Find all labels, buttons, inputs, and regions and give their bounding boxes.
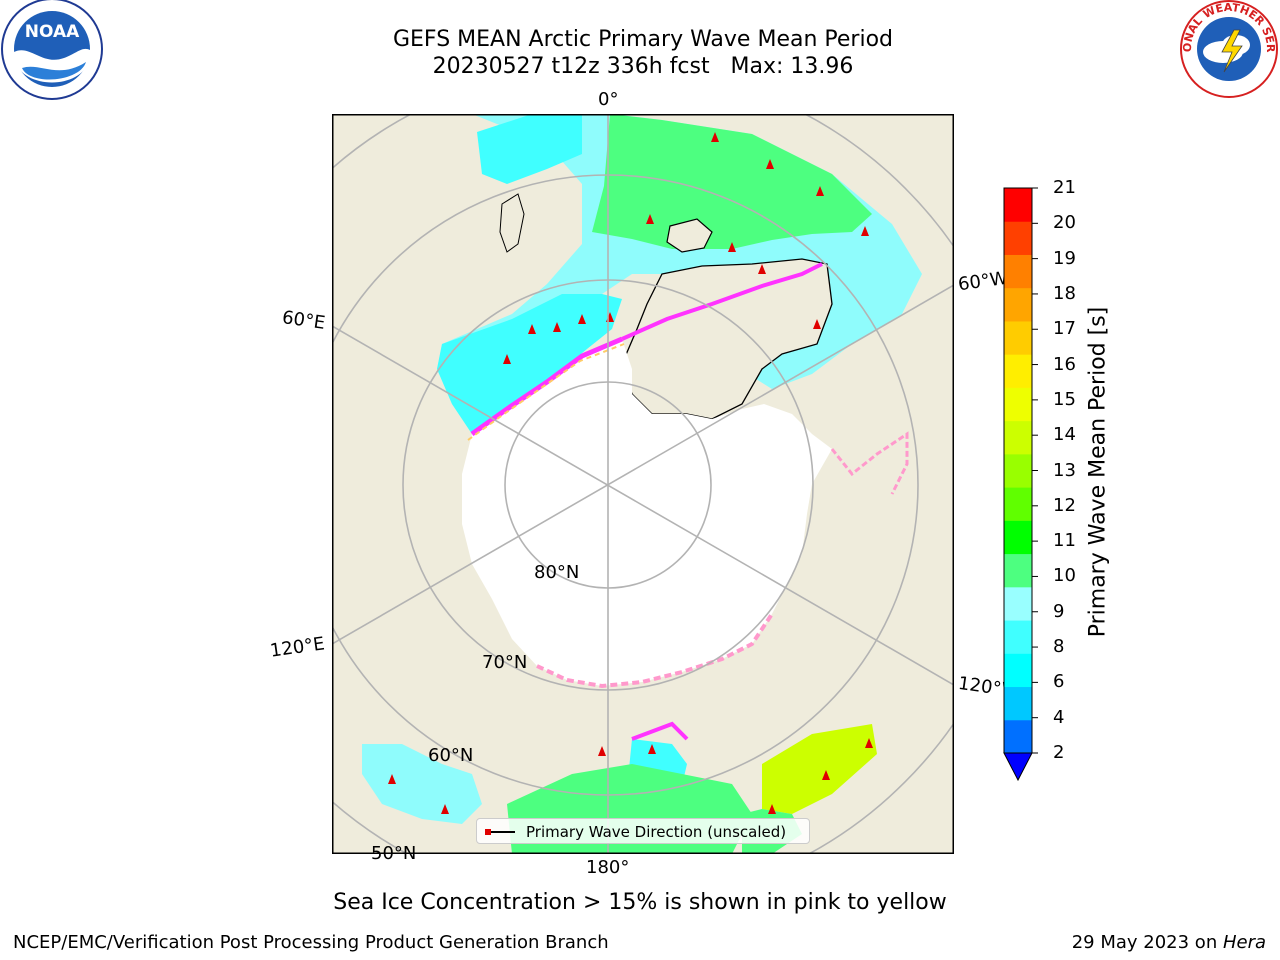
sea-ice-note: Sea Ice Concentration > 15% is shown in … bbox=[333, 890, 947, 915]
chart-title: GEFS MEAN Arctic Primary Wave Mean Perio… bbox=[392, 27, 893, 52]
map-graticule bbox=[332, 114, 954, 854]
noaa-logo-text: NOAA bbox=[25, 22, 80, 42]
colorbar-tick-label: 4 bbox=[1053, 706, 1065, 728]
colorbar bbox=[1003, 187, 1038, 782]
meridian-120E-60W bbox=[332, 284, 954, 645]
wave-arrow bbox=[758, 264, 766, 274]
map-frame bbox=[332, 114, 954, 854]
wave-arrow bbox=[816, 186, 824, 196]
sea-ice-edge-greenland bbox=[621, 262, 823, 341]
colorbar-tick-label: 17 bbox=[1053, 318, 1076, 340]
colorbar-tick-label: 2 bbox=[1053, 742, 1065, 763]
colorbar-band bbox=[1004, 320, 1032, 355]
wave-arrow bbox=[728, 242, 736, 252]
wave-arrow bbox=[503, 354, 511, 364]
colorbar-tick-label: 10 bbox=[1053, 565, 1076, 587]
colorbar-band bbox=[1004, 553, 1032, 588]
north-pacific-yellowgreen bbox=[762, 724, 877, 814]
lat-label-60n: 60°N bbox=[428, 745, 474, 766]
colorbar-tick-label: 12 bbox=[1053, 494, 1076, 516]
wave-arrow bbox=[528, 324, 536, 334]
alaska-ice-edge bbox=[631, 721, 689, 741]
colorbar-band bbox=[1004, 520, 1032, 555]
footer-branch: NCEP/EMC/Verification Post Processing Pr… bbox=[13, 932, 609, 953]
colorbar-band bbox=[1004, 719, 1032, 754]
colorbar-band bbox=[1004, 487, 1032, 521]
wave-arrow bbox=[865, 738, 873, 748]
iceland bbox=[666, 218, 713, 253]
wave-direction-arrows bbox=[388, 132, 873, 814]
arctic-island bbox=[499, 193, 525, 253]
wave-arrow bbox=[861, 226, 869, 236]
lon-label-180: 180° bbox=[586, 857, 630, 878]
colorbar-tick-label: 18 bbox=[1053, 282, 1076, 304]
colorbar-band bbox=[1004, 188, 1032, 222]
barents-sea-cyan bbox=[437, 294, 622, 434]
colorbar-band bbox=[1004, 254, 1032, 289]
legend-line-icon bbox=[485, 829, 515, 835]
wave-arrow bbox=[766, 159, 774, 169]
colorbar-tick-label: 16 bbox=[1053, 353, 1076, 375]
sea-ice-edge bbox=[470, 336, 623, 437]
wave-arrow bbox=[646, 214, 654, 224]
footer-date-text: 29 May 2023 on bbox=[1071, 932, 1223, 953]
colorbar-bands bbox=[1004, 188, 1032, 754]
wave-arrow bbox=[441, 804, 449, 814]
legend-label: Primary Wave Direction (unscaled) bbox=[526, 823, 787, 841]
sea-ice-edge-arctic-west bbox=[830, 431, 909, 495]
polar-map bbox=[332, 114, 954, 854]
map-legend: Primary Wave Direction (unscaled) bbox=[476, 818, 810, 844]
colorbar-band bbox=[1004, 387, 1032, 422]
colorbar-band bbox=[1004, 620, 1032, 654]
arctic-sea-ice bbox=[462, 339, 832, 686]
lon-label-60e: 60°E bbox=[280, 307, 327, 334]
lat-label-70n: 70°N bbox=[482, 652, 528, 673]
lat-label-50n: 50°N bbox=[371, 843, 417, 864]
colorbar-tick-label: 6 bbox=[1053, 671, 1065, 693]
lat-label-80n: 80°N bbox=[534, 562, 580, 583]
colorbar-tick-label: 19 bbox=[1053, 247, 1076, 269]
colorbar-tick-label: 11 bbox=[1053, 530, 1076, 552]
nordic-seas-green-area bbox=[592, 114, 872, 249]
lon-label-0: 0° bbox=[598, 89, 619, 110]
wave-arrow bbox=[388, 774, 396, 784]
sea-ice-edge-pacific bbox=[536, 612, 774, 689]
colorbar-band bbox=[1004, 420, 1032, 455]
colorbar-tick-label: 9 bbox=[1053, 600, 1065, 622]
wave-arrow bbox=[553, 322, 561, 332]
wave-arrow bbox=[768, 804, 776, 814]
colorbar-tickmarks bbox=[1032, 187, 1038, 754]
bering-sea-wave-field bbox=[362, 744, 482, 824]
colorbar-underflow-triangle bbox=[1003, 752, 1033, 782]
wave-arrow bbox=[578, 314, 586, 324]
sea-ice-edge-outer bbox=[467, 343, 625, 441]
colorbar-band bbox=[1004, 354, 1032, 388]
wave-arrow bbox=[648, 744, 656, 754]
colorbar-tick-label: 8 bbox=[1053, 636, 1065, 658]
colorbar-title: Primary Wave Mean Period [s] bbox=[1085, 306, 1111, 638]
chart-subtitle: 20230527 t12z 336h fcst Max: 13.96 bbox=[432, 54, 854, 79]
colorbar-tick-label: 13 bbox=[1053, 459, 1076, 481]
colorbar-band bbox=[1004, 586, 1032, 621]
footer-host: Hera bbox=[1222, 932, 1266, 953]
meridian-60E-120W bbox=[332, 325, 954, 686]
national-weather-service-logo-icon: NATIONAL WEATHER SERVICE bbox=[1178, 0, 1278, 98]
colorbar-band bbox=[1004, 221, 1032, 255]
wave-arrow bbox=[711, 132, 719, 142]
colorbar-tick-label: 20 bbox=[1053, 212, 1076, 234]
wave-arrow bbox=[598, 746, 606, 756]
wave-arrow bbox=[822, 770, 830, 780]
footer-date: 29 May 2023 on Hera bbox=[1072, 932, 1266, 953]
wave-arrow bbox=[813, 319, 821, 329]
colorbar-tick-label: 15 bbox=[1053, 388, 1076, 410]
colorbar-band bbox=[1004, 653, 1032, 688]
colorbar-tick-label: 21 bbox=[1053, 177, 1076, 198]
baffin-bay-wave-field bbox=[477, 114, 582, 184]
colorbar-band bbox=[1004, 686, 1032, 721]
colorbar-tick-label: 14 bbox=[1053, 424, 1076, 446]
colorbar-band bbox=[1004, 287, 1032, 322]
noaa-logo-icon: NOAA bbox=[1, 0, 103, 100]
lon-label-120e: 120°E bbox=[268, 633, 326, 662]
colorbar-band bbox=[1004, 453, 1032, 488]
